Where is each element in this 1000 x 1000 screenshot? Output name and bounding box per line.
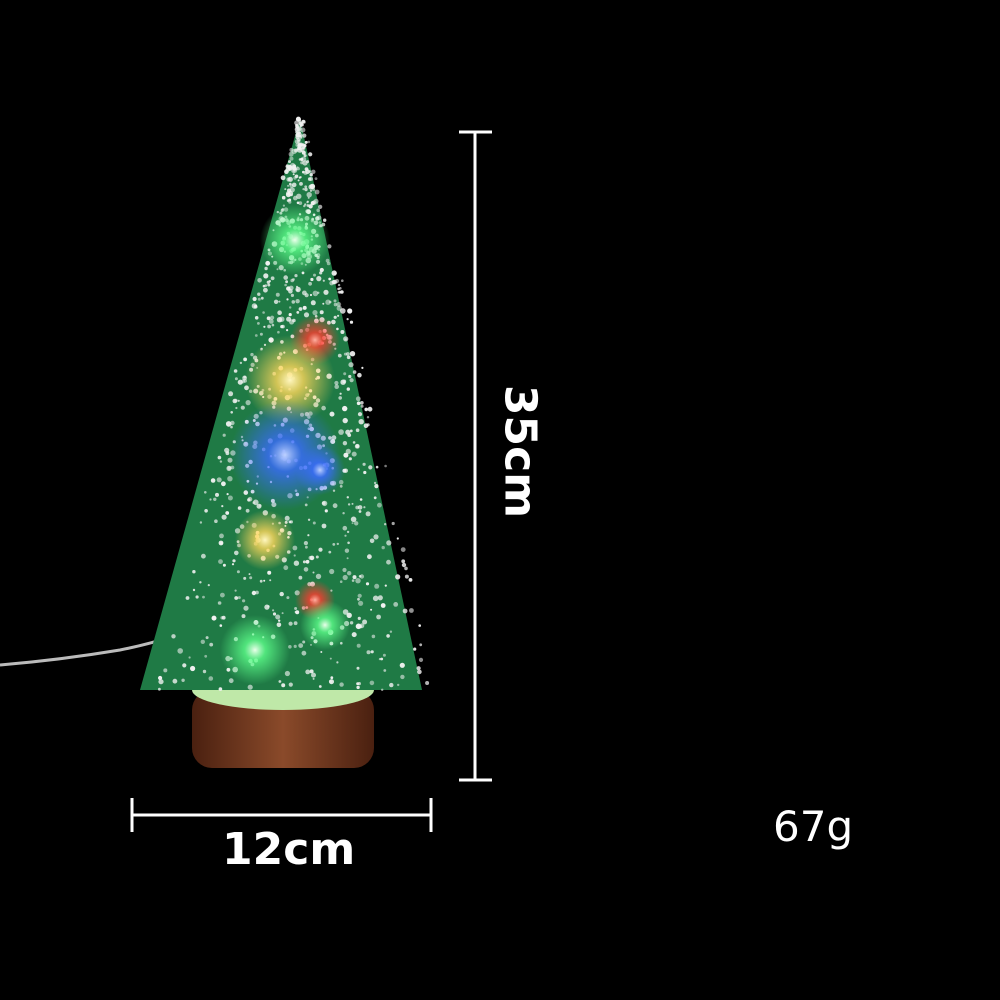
weight-label: 67g	[773, 802, 854, 851]
height-dimension-line	[459, 130, 492, 782]
width-label: 12cm	[222, 824, 356, 875]
width-dimension-line	[130, 798, 433, 832]
height-label: 35cm	[494, 384, 546, 519]
fairy-lights	[220, 205, 350, 685]
